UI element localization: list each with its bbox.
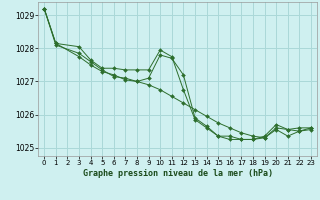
X-axis label: Graphe pression niveau de la mer (hPa): Graphe pression niveau de la mer (hPa) [83, 169, 273, 178]
